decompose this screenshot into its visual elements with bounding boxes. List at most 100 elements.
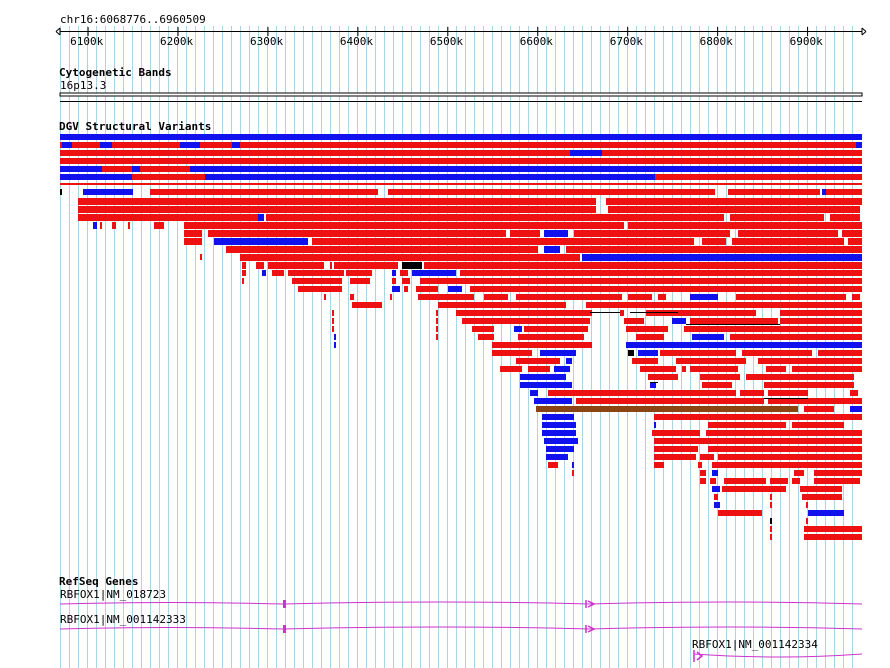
- variant-marker: [402, 262, 422, 269]
- variant-loss: [256, 262, 264, 269]
- variant-gain: [626, 342, 862, 348]
- ruler-right-arrow: [861, 27, 867, 36]
- gene-model-nm-001142334: [693, 653, 863, 658]
- gene-exon: [283, 625, 286, 633]
- variant-loss: [690, 318, 778, 324]
- variant-gain: [546, 454, 568, 460]
- variant-loss: [150, 189, 378, 195]
- variant-loss: [708, 422, 786, 428]
- variant-loss: [574, 230, 730, 237]
- variant-gain: [542, 422, 576, 428]
- variant-loss: [626, 326, 668, 332]
- variant-loss: [792, 366, 862, 372]
- variant-loss: [780, 318, 862, 324]
- variant-loss: [714, 494, 718, 500]
- variant-loss: [718, 510, 762, 516]
- variant-gain: [534, 398, 572, 404]
- ruler-left-arrow: [55, 27, 61, 36]
- variant-loss: [472, 326, 494, 332]
- variant-loss: [572, 470, 574, 476]
- variant-loss: [298, 286, 342, 292]
- variant-loss: [804, 534, 862, 540]
- variant-loss: [628, 222, 862, 229]
- variant-loss: [792, 478, 800, 484]
- variant-loss: [312, 238, 694, 245]
- cytoband-16p13-3: [59, 92, 863, 97]
- variant-loss: [660, 350, 736, 356]
- variant-marker: [60, 189, 62, 195]
- variant-gain: [334, 334, 336, 340]
- gene-exon: [693, 650, 704, 662]
- variant-loss: [60, 158, 862, 164]
- variant-loss: [676, 358, 746, 364]
- variant-gain: [542, 430, 576, 436]
- variant-gain: [638, 350, 658, 356]
- variant-loss: [706, 430, 862, 436]
- variant-gain: [822, 189, 826, 195]
- variant-loss: [78, 198, 596, 205]
- variant-loss: [746, 374, 854, 380]
- variant-gain: [392, 286, 400, 292]
- variant-gain: [262, 270, 266, 276]
- variant-loss: [470, 286, 862, 292]
- variant-gain: [544, 438, 578, 444]
- variant-loss: [724, 478, 766, 484]
- dgv-track-title[interactable]: DGV Structural Variants: [59, 120, 212, 133]
- variant-gain: [334, 342, 336, 348]
- variant-loss: [405, 189, 715, 195]
- variant-gain: [572, 462, 574, 468]
- variant-gain: [520, 382, 572, 388]
- variant-gain: [542, 350, 576, 356]
- variant-loss: [624, 318, 644, 324]
- gene-exon: [283, 600, 286, 608]
- variant-gain: [60, 134, 862, 140]
- variant-gain: [542, 414, 574, 420]
- variant-loss: [742, 350, 812, 356]
- variant-gain: [83, 189, 133, 195]
- variant-loss: [792, 422, 844, 428]
- variant-loss: [436, 310, 438, 316]
- gene-label-nm-018723[interactable]: RBFOX1|NM_018723: [60, 588, 166, 601]
- ruler-tick-label: 6300k: [249, 35, 284, 48]
- variant-loss: [770, 526, 772, 532]
- variant-gain: [554, 366, 570, 372]
- variant-gain: [520, 374, 526, 380]
- variant-loss: [654, 446, 698, 452]
- variant-loss: [135, 177, 185, 178]
- variant-loss: [736, 294, 846, 300]
- ruler-tick-label: 6600k: [519, 35, 553, 48]
- variant-loss: [850, 390, 858, 396]
- variant-loss: [814, 470, 862, 476]
- gene-label-nm-001142334[interactable]: RBFOX1|NM_001142334: [692, 638, 818, 651]
- variant-loss: [548, 390, 736, 396]
- variant-gain: [93, 222, 97, 229]
- variant-loss: [184, 238, 202, 245]
- dgv-variant-track: [60, 134, 862, 540]
- cytoband-track-title[interactable]: Cytogenetic Bands: [59, 66, 172, 79]
- variant-loss: [730, 334, 862, 340]
- variant-loss: [636, 334, 664, 340]
- variant-gain: [205, 174, 655, 180]
- variant-loss: [806, 518, 808, 524]
- variant-loss: [200, 254, 202, 260]
- variant-loss: [628, 294, 652, 300]
- ruler-tick-label: 6400k: [339, 35, 374, 48]
- variant-gain: [392, 270, 396, 276]
- variant-loss: [770, 478, 788, 484]
- variant-loss: [334, 262, 398, 269]
- refseq-track-title[interactable]: RefSeq Genes: [59, 575, 139, 588]
- location-readout: chr16:6068776..6960509: [60, 13, 206, 26]
- variant-loss: [738, 230, 838, 237]
- variant-loss: [654, 462, 664, 468]
- variant-loss: [60, 183, 862, 185]
- gene-label-nm-001142333[interactable]: RBFOX1|NM_001142333: [60, 613, 186, 626]
- variant-loss: [266, 214, 724, 221]
- gene-exon: [585, 625, 596, 633]
- variant-gain: [544, 230, 568, 237]
- variant-gain: [808, 510, 844, 516]
- variant-loss: [456, 310, 592, 316]
- variant-loss: [100, 222, 102, 229]
- variant-loss: [722, 486, 786, 492]
- variant-loss: [700, 374, 740, 380]
